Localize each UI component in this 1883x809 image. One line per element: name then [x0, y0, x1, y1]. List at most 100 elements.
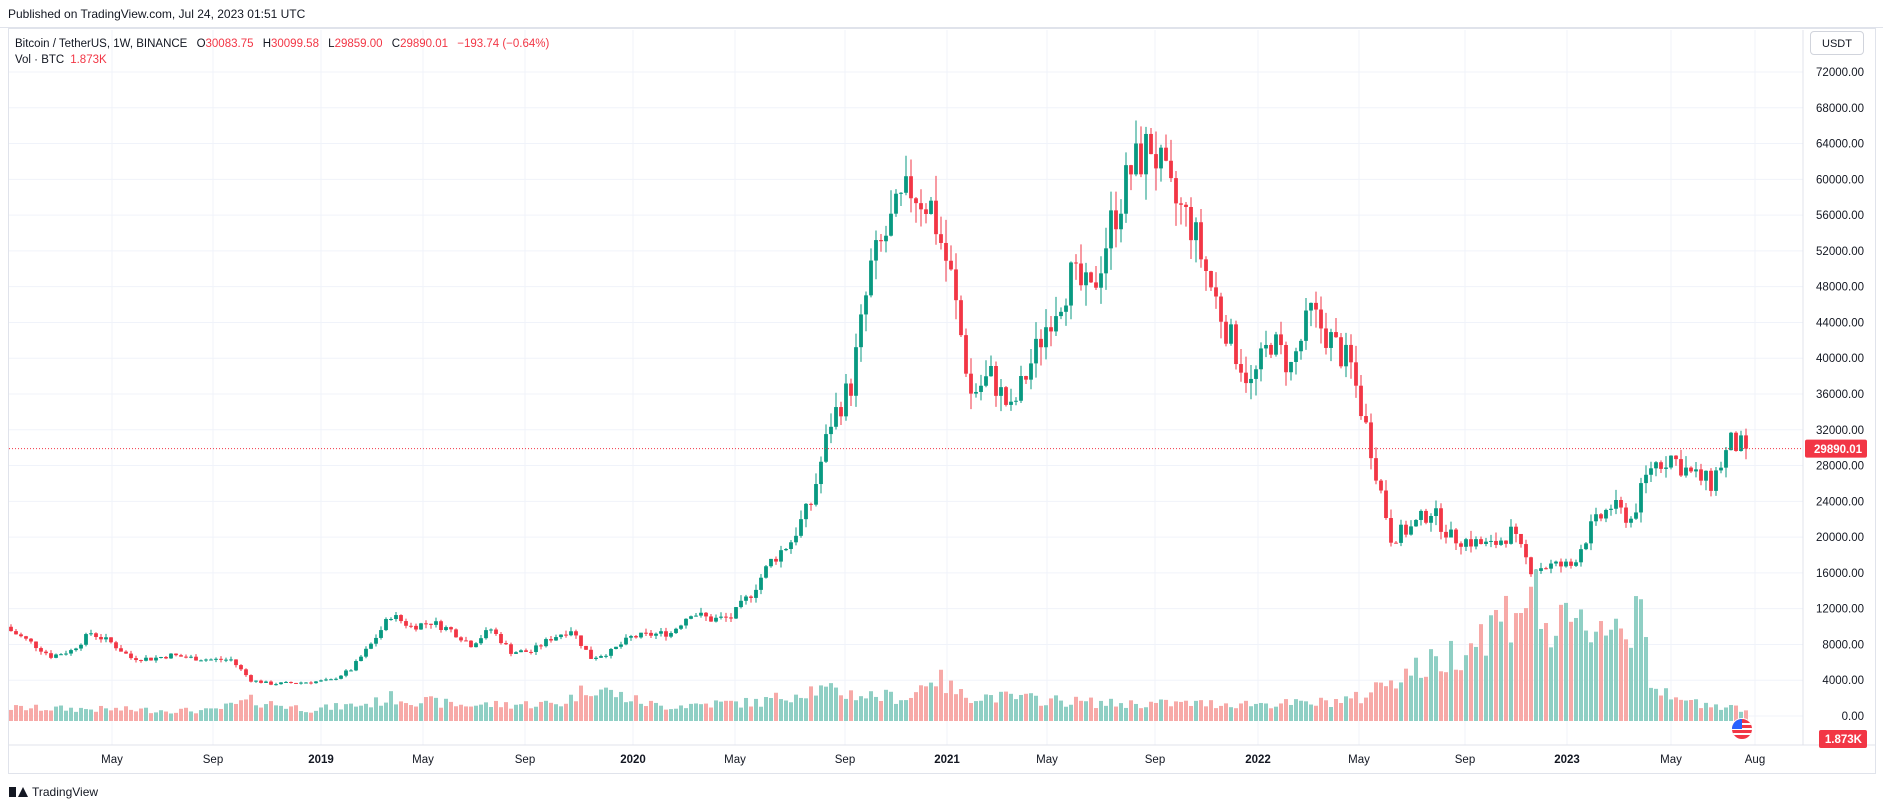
candle-body	[269, 681, 273, 685]
candle-body	[1724, 450, 1728, 468]
volume-bar	[354, 706, 358, 721]
volume-bar	[944, 693, 948, 721]
volume-bar	[1554, 635, 1558, 721]
candle-body	[1699, 469, 1703, 481]
candle-body	[329, 679, 333, 681]
candle-body	[1064, 305, 1068, 312]
volume-bar	[1709, 707, 1713, 721]
volume-bar	[474, 705, 478, 721]
volume-bar	[69, 707, 73, 721]
candle-body	[584, 645, 588, 650]
candle-body	[694, 615, 698, 617]
candle-body	[914, 198, 918, 204]
candle-body	[929, 200, 933, 214]
candle-body	[1519, 533, 1523, 545]
candle-body	[884, 235, 888, 242]
candle-body	[1204, 259, 1208, 271]
candle-body	[404, 621, 408, 626]
volume-bar	[1594, 631, 1598, 721]
volume-bar	[1614, 618, 1618, 721]
volume-bar	[1394, 688, 1398, 721]
candle-body	[844, 383, 848, 417]
volume-bar	[864, 698, 868, 721]
volume-bar	[594, 695, 598, 721]
volume-bar	[1154, 702, 1158, 721]
candle-body	[924, 209, 928, 214]
volume-bar	[929, 682, 933, 721]
price-tick-label: 48000.00	[1816, 282, 1864, 294]
candle-body	[204, 659, 208, 661]
candle-body	[429, 623, 433, 625]
volume-bar	[1164, 699, 1168, 721]
volume-bar	[834, 687, 838, 721]
candle-body	[1664, 467, 1668, 469]
candle-body	[619, 644, 623, 647]
candle-body	[1719, 467, 1723, 471]
candle-body	[1514, 526, 1518, 534]
candle-body	[1674, 455, 1678, 460]
chart-frame[interactable]	[8, 28, 1876, 774]
candle-body	[949, 260, 953, 270]
candle-body	[1579, 549, 1583, 563]
candle-body	[1644, 474, 1648, 484]
volume-bar	[999, 691, 1003, 721]
candle-body	[1494, 540, 1498, 545]
time-tick-label: May	[724, 754, 746, 766]
volume-bar	[1199, 700, 1203, 721]
candle-body	[614, 646, 618, 649]
candle-body	[1269, 344, 1273, 355]
candle-body	[549, 639, 553, 641]
volume-bar	[714, 700, 718, 721]
volume-bar	[429, 696, 433, 721]
candle-body	[1079, 263, 1083, 286]
candle-body	[1634, 512, 1638, 519]
candle-body	[1729, 432, 1733, 451]
volume-bar	[1249, 706, 1253, 721]
volume-bar	[1354, 691, 1358, 721]
candle-body	[1069, 262, 1073, 306]
candle-body	[699, 612, 703, 616]
volume-bar	[1194, 700, 1198, 721]
volume-bar	[1219, 705, 1223, 721]
volume-bar	[1454, 669, 1458, 721]
volume-bar	[309, 712, 313, 721]
volume-bar	[1669, 699, 1673, 721]
candle-body	[1559, 561, 1563, 567]
candle-body	[1299, 340, 1303, 352]
volume-bar	[1509, 642, 1513, 721]
candle-body	[1564, 561, 1568, 567]
volume-bar	[824, 686, 828, 721]
candle-body	[1184, 204, 1188, 208]
candle-body	[1239, 364, 1243, 373]
candle-body	[209, 659, 213, 661]
candle-body	[769, 558, 773, 567]
symbol-label[interactable]: Bitcoin / TetherUS, 1W, BINANCE	[15, 38, 188, 50]
candle-body	[689, 616, 693, 619]
volume-bar	[574, 701, 578, 721]
volume-bar	[349, 703, 353, 721]
last-price-tag-bg	[1805, 439, 1867, 458]
us-flag-icon[interactable]	[1731, 718, 1753, 740]
volume-bar	[1244, 700, 1248, 721]
candle-body	[869, 260, 873, 296]
volume-bar	[624, 702, 628, 721]
volume-bar	[694, 703, 698, 721]
candle-body	[1454, 529, 1458, 544]
candle-body	[309, 682, 313, 684]
volume-bar	[619, 691, 623, 721]
currency-button[interactable]: USDT	[1810, 31, 1864, 55]
volume-bar	[1049, 698, 1053, 721]
price-tick-label: 8000.00	[1822, 639, 1864, 651]
candle-body	[814, 484, 818, 505]
candle-body	[789, 542, 793, 550]
volume-bar	[579, 685, 583, 721]
candle-body	[474, 643, 478, 648]
candle-body	[14, 631, 18, 635]
open-value: 30083.75	[205, 38, 254, 50]
candle-body	[1144, 133, 1148, 175]
candle-body	[194, 656, 198, 661]
time-tick-label: 2020	[620, 754, 646, 766]
volume-bar	[1169, 706, 1173, 721]
volume-label[interactable]: Vol · BTC	[15, 54, 65, 66]
